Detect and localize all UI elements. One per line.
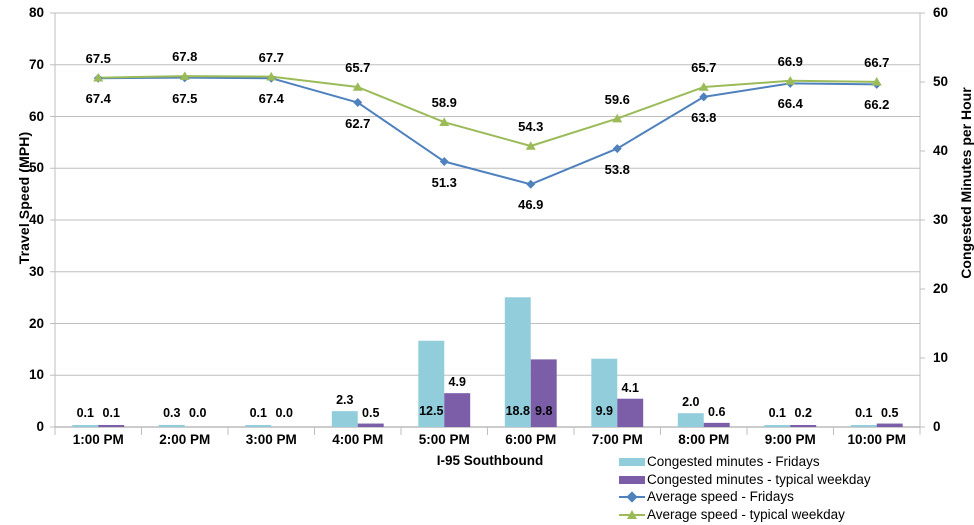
legend-item-label: Congested minutes - typical weekday xyxy=(647,471,871,487)
legend-item[interactable]: Average speed - typical weekday xyxy=(617,506,871,524)
bar-data-label-typical-weekday: 0.5 xyxy=(362,405,380,420)
x-axis-tick: 4:00 PM xyxy=(332,432,384,447)
x-axis-tick: 1:00 PM xyxy=(72,432,124,447)
bar-data-label-typical-weekday: 0.5 xyxy=(881,405,899,420)
line-data-label-typical-weekday: 59.6 xyxy=(604,91,630,107)
line-data-label-fridays: 66.4 xyxy=(777,96,803,112)
y-axis-left-tick: 70 xyxy=(28,56,44,72)
bar-data-label-fridays: 18.8 xyxy=(505,404,530,418)
line-data-label-typical-weekday: 65.7 xyxy=(691,60,717,75)
bar-data-label-typical-weekday: 0.6 xyxy=(708,404,726,419)
legend-item[interactable]: Average speed - Fridays xyxy=(617,488,871,506)
y-axis-left-tick: 40 xyxy=(28,212,44,227)
line-data-label-typical-weekday: 66.7 xyxy=(864,54,890,70)
y-axis-right-tick: 30 xyxy=(933,212,949,227)
x-axis-tick: 3:00 PM xyxy=(245,432,297,447)
legend-line-marker-icon xyxy=(617,488,647,505)
y-axis-left-tick: 30 xyxy=(28,263,44,279)
line-data-label-fridays: 66.2 xyxy=(864,97,890,113)
bar-data-label-typical-weekday: 4.1 xyxy=(621,380,639,395)
bar-data-label-typical-weekday: 9.8 xyxy=(535,404,553,418)
line-data-label-typical-weekday: 67.5 xyxy=(85,50,111,66)
x-axis-tick: 10:00 PM xyxy=(847,432,907,447)
bar-data-label-typical-weekday: 0.1 xyxy=(102,406,120,420)
legend-line-marker-icon xyxy=(617,506,647,523)
x-axis-tick: 2:00 PM xyxy=(159,432,211,447)
x-axis-title: I-95 Southbound xyxy=(436,453,544,468)
bar-data-label-fridays: 0.1 xyxy=(768,406,786,420)
bar-data-label-fridays: 0.1 xyxy=(76,406,94,420)
line-data-label-fridays: 67.4 xyxy=(258,91,284,107)
legend-item-label: Average speed - Fridays xyxy=(647,489,794,504)
line-data-label-fridays: 63.8 xyxy=(691,109,717,125)
bar-data-label-typical-weekday: 4.9 xyxy=(448,375,466,390)
legend-swatch-icon xyxy=(617,453,647,470)
line-data-label-fridays: 67.5 xyxy=(172,90,198,106)
bar-data-label-typical-weekday: 0.0 xyxy=(275,406,293,420)
x-axis-tick: 7:00 PM xyxy=(591,432,643,447)
y-axis-right-tick: 20 xyxy=(933,281,949,296)
x-axis-tick: 8:00 PM xyxy=(678,432,730,447)
x-axis-tick: 9:00 PM xyxy=(764,432,816,447)
chart-legend: Congested minutes - Fridays Congested min… xyxy=(617,453,871,523)
legend-item[interactable]: Congested minutes - Fridays xyxy=(617,453,871,471)
y-axis-right-tick: 10 xyxy=(933,350,949,365)
line-data-label-typical-weekday: 67.7 xyxy=(258,49,284,65)
legend-item[interactable]: Congested minutes - typical weekday xyxy=(617,471,871,489)
y-axis-left-tick: 50 xyxy=(28,160,44,176)
legend-triangle-marker-icon xyxy=(627,509,637,519)
bar-data-label-typical-weekday: 0.2 xyxy=(794,406,812,420)
y-axis-right-tick: 60 xyxy=(933,5,949,20)
y-axis-left-tick: 20 xyxy=(28,315,44,331)
y-axis-right-tick: 50 xyxy=(933,74,949,89)
line-data-label-fridays: 53.8 xyxy=(604,161,630,177)
line-data-label-typical-weekday: 65.7 xyxy=(345,60,371,75)
legend-color-swatch xyxy=(619,475,645,484)
line-data-label-typical-weekday: 58.9 xyxy=(431,95,457,111)
legend-color-swatch xyxy=(619,458,645,467)
line-data-label-fridays: 51.3 xyxy=(431,174,457,190)
bar-data-label-fridays: 0.1 xyxy=(855,406,873,420)
line-data-label-typical-weekday: 67.8 xyxy=(172,49,198,65)
legend-swatch-icon xyxy=(617,471,647,488)
legend-diamond-marker-icon xyxy=(626,491,638,503)
legend-item-label: Average speed - typical weekday xyxy=(647,506,845,522)
y-axis-left-tick: 60 xyxy=(28,108,44,124)
y-axis-left-tick: 0 xyxy=(36,419,44,434)
legend-item-label: Congested minutes - Fridays xyxy=(647,454,820,469)
y-axis-right-tick: 40 xyxy=(933,143,949,158)
bar-data-label-fridays: 12.5 xyxy=(419,404,444,418)
x-axis-tick: 6:00 PM xyxy=(505,432,557,447)
bar-data-label-fridays: 9.9 xyxy=(595,404,613,418)
y-axis-right-tick: 0 xyxy=(933,419,941,434)
bar-data-label-typical-weekday: 0.0 xyxy=(189,406,207,420)
bar-data-label-fridays: 0.3 xyxy=(163,406,181,420)
line-data-label-typical-weekday: 66.9 xyxy=(777,53,803,69)
x-axis-tick: 5:00 PM xyxy=(418,432,470,447)
line-data-label-fridays: 46.9 xyxy=(518,197,544,213)
bar-data-label-fridays: 2.0 xyxy=(682,395,700,410)
y-axis-left-tick: 10 xyxy=(28,367,44,383)
line-data-label-typical-weekday: 54.3 xyxy=(518,118,544,134)
bar-data-label-fridays: 0.1 xyxy=(249,406,267,420)
y-axis-left-tick: 80 xyxy=(28,5,44,20)
line-data-label-fridays: 67.4 xyxy=(85,91,111,107)
bar-data-label-fridays: 2.3 xyxy=(336,393,354,408)
line-data-label-fridays: 62.7 xyxy=(345,115,371,131)
